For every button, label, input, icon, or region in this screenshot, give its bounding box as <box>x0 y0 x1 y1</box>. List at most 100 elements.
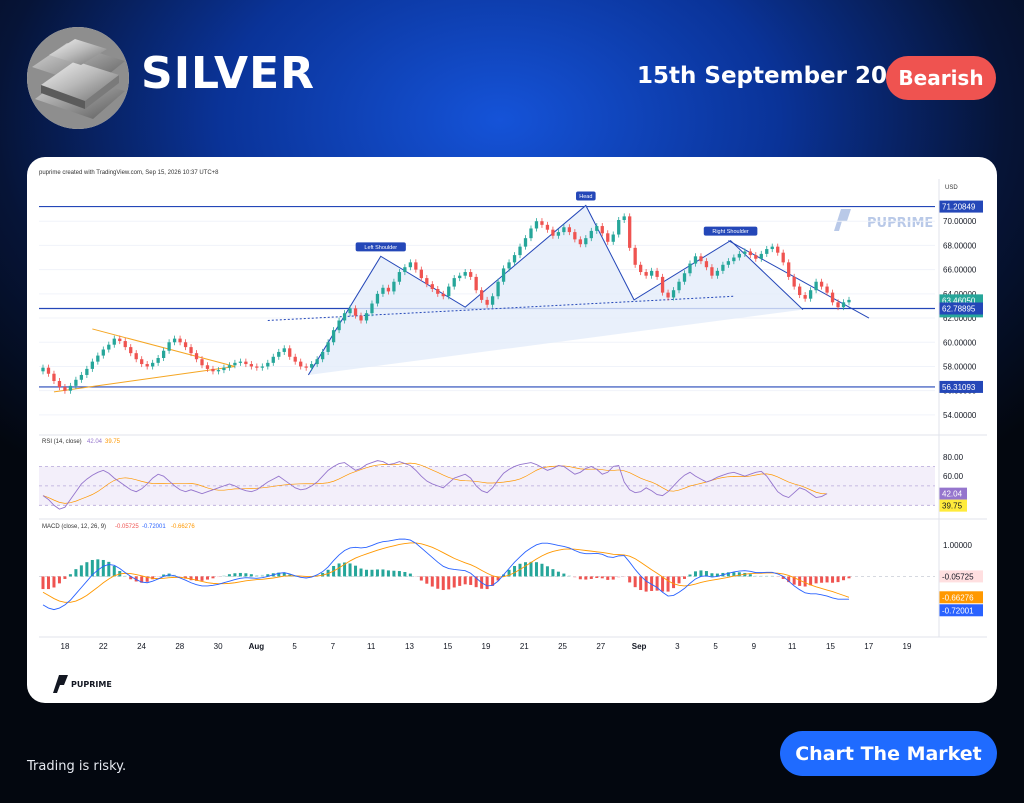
macd-histogram-bar <box>178 576 182 578</box>
candle-body <box>507 262 511 269</box>
candle-body <box>452 278 456 287</box>
macd-histogram-bar <box>293 576 297 578</box>
macd-histogram-bar <box>216 576 220 578</box>
macd-histogram-bar <box>639 576 643 591</box>
macd-histogram-bar <box>184 576 188 579</box>
macd-histogram-bar <box>589 576 593 579</box>
macd-histogram-bar <box>743 572 747 577</box>
macd-histogram-bar <box>578 576 582 580</box>
candle-body <box>798 286 802 296</box>
candle-body <box>310 364 314 368</box>
x-tick-label: 11 <box>367 642 376 651</box>
macd-histogram-bar <box>573 576 577 578</box>
macd-histogram-bar <box>430 576 434 587</box>
rsi-value-2: 39.75 <box>105 439 121 445</box>
chart-the-market-button[interactable]: Chart The Market <box>780 731 997 776</box>
candle-body <box>474 276 478 291</box>
macd-histogram-bar <box>825 576 829 583</box>
candle-body <box>512 255 517 263</box>
macd-histogram-bar <box>57 576 61 584</box>
candle-body <box>688 263 692 274</box>
macd-histogram-bar <box>787 576 791 583</box>
candle-body <box>211 368 215 372</box>
macd-histogram-bar <box>622 576 626 578</box>
macd-histogram-bar <box>90 559 94 577</box>
macd-histogram-bar <box>726 572 730 577</box>
candle-body <box>666 292 670 298</box>
candle-body <box>479 290 484 300</box>
candle-body <box>200 359 204 366</box>
pattern-label: Head <box>579 194 592 200</box>
macd-histogram-bar <box>337 563 341 577</box>
rsi-value-1: 42.04 <box>87 439 103 445</box>
price-tick-label: 58.00000 <box>943 362 977 371</box>
candle-body <box>74 379 78 386</box>
candle-body <box>260 366 264 368</box>
candle-body <box>57 381 62 388</box>
candle-body <box>342 313 347 321</box>
price-chart: puprime created with TradingView.com, Se… <box>39 170 987 693</box>
macd-histogram-bar <box>200 576 204 581</box>
macd-histogram-bar <box>255 575 259 577</box>
macd-histogram-bar <box>803 576 807 587</box>
candle-body <box>233 362 237 366</box>
macd-histogram-bar <box>524 562 528 577</box>
macd-histogram-bar <box>699 570 703 577</box>
macd-histogram-bar <box>688 574 692 577</box>
price-axis-badge <box>939 380 983 393</box>
chart-credit: puprime created with TradingView.com, Se… <box>39 170 219 176</box>
macd-histogram-bar <box>282 572 286 577</box>
macd-histogram-bar <box>842 576 846 581</box>
candle-body <box>710 267 714 276</box>
macd-histogram-bar <box>765 575 769 577</box>
candle-body <box>617 220 621 235</box>
candle-body <box>364 313 369 321</box>
candle-body <box>496 281 500 297</box>
candle-body <box>836 302 840 308</box>
macd-histogram-bar <box>754 575 758 577</box>
candle-body <box>79 374 84 380</box>
x-tick-label: 7 <box>331 642 336 651</box>
candle-body <box>414 262 418 270</box>
macd-axis-badge <box>939 570 983 583</box>
candle-body <box>172 338 177 343</box>
macd-histogram-bar <box>222 575 226 577</box>
candle-body <box>397 272 402 282</box>
candle-body <box>96 355 100 362</box>
macd-histogram-bar <box>381 569 385 577</box>
macd-line <box>42 538 849 611</box>
rsi-tick-label: 80.00 <box>943 453 964 462</box>
macd-histogram-bar <box>375 569 379 577</box>
x-tick-label: 30 <box>214 642 223 651</box>
candle-body <box>392 281 396 292</box>
candle-body <box>205 365 210 369</box>
candle-body <box>781 252 785 263</box>
candle-body <box>787 262 791 277</box>
macd-histogram-bar <box>96 559 100 577</box>
macd-histogram-bar <box>408 573 412 577</box>
macd-axis-badge-label: -0.72001 <box>942 606 974 615</box>
macd-histogram-bar <box>463 576 467 585</box>
macd-histogram-bar <box>244 573 248 577</box>
macd-histogram-bar <box>266 574 270 577</box>
candle-body <box>765 249 769 254</box>
macd-histogram-bar <box>52 576 56 588</box>
x-tick-label: 19 <box>482 642 491 651</box>
macd-histogram-bar <box>820 576 824 583</box>
candle-body <box>194 353 199 360</box>
price-axis-badge-label: 71.20849 <box>942 203 976 212</box>
macd-histogram-bar <box>633 576 637 588</box>
macd-histogram-bar <box>397 571 401 577</box>
candle-body <box>737 253 741 258</box>
macd-histogram-bar <box>737 572 741 577</box>
macd-histogram-bar <box>809 576 813 586</box>
candle-body <box>178 338 182 343</box>
macd-histogram-bar <box>41 576 45 590</box>
candle-body <box>808 290 813 299</box>
sentiment-badge: Bearish <box>886 56 996 100</box>
candle-body <box>556 232 561 236</box>
macd-histogram-bar <box>513 565 517 577</box>
candle-body <box>622 216 626 220</box>
x-tick-label: 18 <box>61 642 70 651</box>
candle-body <box>123 341 127 348</box>
